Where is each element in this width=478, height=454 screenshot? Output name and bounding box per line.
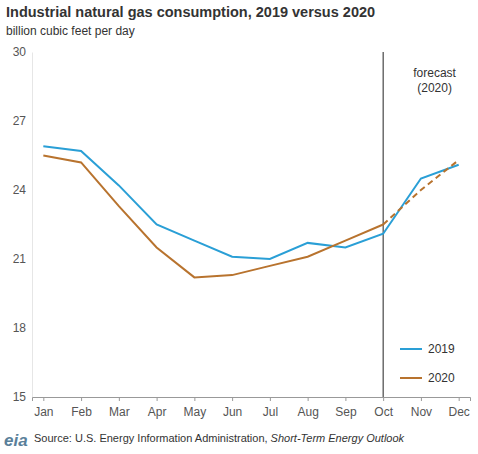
x-tick-label: Sep <box>335 405 357 419</box>
y-tick-label: 18 <box>13 321 27 335</box>
x-tick-mark <box>345 397 346 401</box>
x-tick: Mar <box>109 397 130 419</box>
x-tick-label: May <box>184 405 207 419</box>
x-tick-label: Mar <box>109 405 130 419</box>
annotation-text: (2020) <box>417 81 452 95</box>
x-tick: Apr <box>148 397 167 419</box>
y-axis: 15 18 21 24 27 30 <box>13 45 33 404</box>
x-tick: Aug <box>297 397 318 419</box>
x-tick-mark <box>270 397 271 401</box>
x-tick-label: Jan <box>34 405 53 419</box>
x-tick-mark <box>308 397 309 401</box>
x-tick-mark <box>232 397 233 401</box>
x-tick-label: Feb <box>71 405 92 419</box>
source-text: Source: U.S. Energy Information Administ… <box>34 432 271 444</box>
x-tick-mark <box>194 397 195 401</box>
x-tick-label: Apr <box>148 405 167 419</box>
y-tick-label: 21 <box>13 252 27 266</box>
x-tick: Sep <box>335 397 357 419</box>
source-publication: Short-Term Energy Outlook <box>271 432 405 444</box>
x-tick-label: Oct <box>374 405 393 419</box>
x-tick-mark <box>81 397 82 401</box>
x-tick: Jun <box>223 397 242 419</box>
x-tick: Jul <box>263 397 278 419</box>
x-tick: Nov <box>411 397 432 419</box>
chart: Industrial natural gas consumption, 2019… <box>0 0 478 454</box>
legend-swatch <box>400 377 422 379</box>
y-axis-line <box>32 53 33 398</box>
x-tick-label: Jun <box>223 405 242 419</box>
series-line <box>383 160 459 224</box>
x-tick: Oct <box>374 397 393 419</box>
legend-swatch <box>400 348 422 350</box>
x-tick: Dec <box>449 397 470 419</box>
y-tick: 30 <box>13 45 32 59</box>
x-tick-mark <box>157 397 158 401</box>
x-tick: Feb <box>71 397 92 419</box>
y-tick-label: 24 <box>13 183 27 197</box>
x-tick: May <box>184 397 207 419</box>
legend-label: 2019 <box>428 342 455 356</box>
title: Industrial natural gas consumption, 2019… <box>6 4 375 20</box>
x-tick-mark <box>383 397 384 401</box>
source: Source: U.S. Energy Information Administ… <box>34 432 405 444</box>
y-tick: 21 <box>13 252 32 266</box>
x-tick-mark <box>119 397 120 401</box>
x-tick-mark <box>459 397 460 401</box>
y-tick: 15 <box>13 390 32 404</box>
legend-label: 2020 <box>428 371 455 385</box>
x-tick-label: Nov <box>411 405 432 419</box>
annotation-text: forecast <box>413 66 456 80</box>
x-axis-line <box>33 398 471 402</box>
x-tick-label: Aug <box>297 405 318 419</box>
series-line <box>43 146 458 259</box>
subtitle: billion cubic feet per day <box>6 24 135 38</box>
x-tick-mark <box>421 397 422 401</box>
x-axis: Jan Feb Mar Apr May Jun Jul Aug Sep Oct Nov Dec <box>33 397 471 419</box>
y-tick-label: 27 <box>13 114 27 128</box>
x-tick-label: Dec <box>449 405 470 419</box>
y-tick-label: 30 <box>13 45 27 59</box>
x-tick-label: Jul <box>263 405 278 419</box>
logo: eia <box>4 431 28 450</box>
y-tick: 27 <box>13 114 32 128</box>
x-tick: Jan <box>34 397 53 419</box>
y-tick-label: 15 <box>13 390 27 404</box>
lines <box>43 146 458 277</box>
y-tick: 24 <box>13 183 32 197</box>
y-tick: 18 <box>13 321 32 335</box>
series-line <box>43 156 383 278</box>
x-tick-mark <box>43 397 44 401</box>
